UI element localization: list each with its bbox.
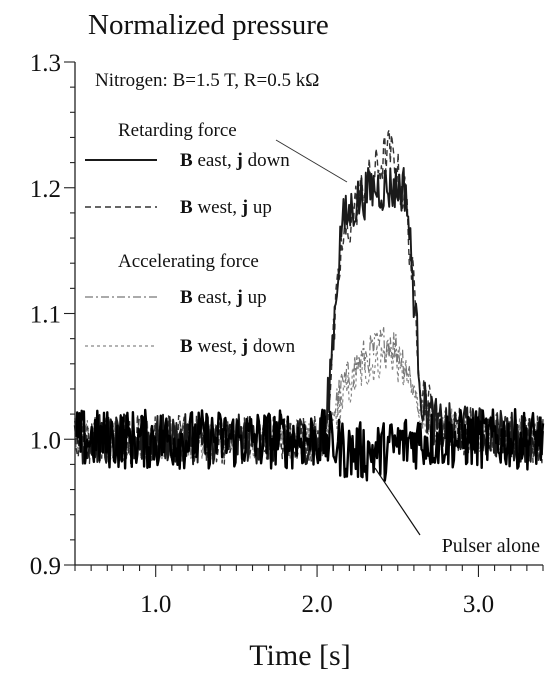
legend-heading: Retarding force bbox=[118, 120, 237, 141]
axes-layer: 0.9 1.0 1.1 1.2 1.3 1.0 2.0 3.0 bbox=[30, 50, 544, 618]
x-tick-label: 3.0 bbox=[463, 591, 494, 618]
legend: Retarding force B east, j down B west, j u… bbox=[85, 120, 296, 357]
series-line-1 bbox=[74, 129, 544, 465]
retarding-leader-line bbox=[275, 139, 348, 183]
y-tick-label: 1.3 bbox=[30, 50, 61, 77]
legend-heading: Accelerating force bbox=[118, 251, 259, 272]
series-line-4 bbox=[73, 408, 545, 482]
chart-subtitle: Nitrogen: B=1.5 T, R=0.5 kΩ bbox=[95, 70, 319, 91]
x-tick-label: 1.0 bbox=[140, 591, 171, 618]
legend-label-3: B west, j down bbox=[180, 336, 296, 357]
y-tick-label: 1.1 bbox=[30, 302, 61, 329]
pulser-annotation: Pulser alone bbox=[442, 535, 540, 557]
y-tick-label: 0.9 bbox=[30, 553, 61, 580]
x-axis-label: Time [s] bbox=[249, 639, 350, 672]
legend-label-1: B west, j up bbox=[180, 197, 272, 218]
y-tick-label: 1.2 bbox=[30, 176, 61, 203]
chart-title: Normalized pressure bbox=[88, 9, 329, 41]
series-layer bbox=[73, 129, 545, 482]
pulser-leader-line bbox=[374, 467, 421, 536]
annotations: Pulser alone bbox=[275, 139, 540, 557]
x-tick-label: 2.0 bbox=[301, 591, 332, 618]
legend-label-0: B east, j down bbox=[180, 150, 290, 171]
y-tick-label: 1.0 bbox=[30, 427, 61, 454]
legend-label-2: B east, j up bbox=[180, 287, 267, 308]
